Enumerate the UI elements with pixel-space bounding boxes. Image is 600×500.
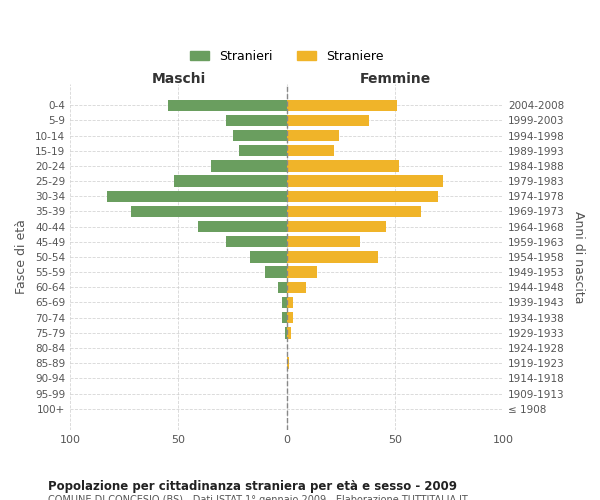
Bar <box>233 130 287 141</box>
Bar <box>198 221 287 232</box>
Bar <box>287 236 361 248</box>
Bar <box>174 176 287 187</box>
Bar <box>287 176 443 187</box>
Bar <box>287 327 291 338</box>
Text: Femmine: Femmine <box>359 72 431 86</box>
Bar <box>287 282 306 293</box>
Bar <box>287 312 293 324</box>
Text: Maschi: Maschi <box>151 72 206 86</box>
Bar <box>284 327 287 338</box>
Bar <box>287 130 339 141</box>
Bar <box>287 297 293 308</box>
Bar <box>287 252 378 262</box>
Text: Popolazione per cittadinanza straniera per età e sesso - 2009: Popolazione per cittadinanza straniera p… <box>48 480 457 493</box>
Bar <box>283 297 287 308</box>
Y-axis label: Anni di nascita: Anni di nascita <box>572 210 585 303</box>
Bar <box>287 100 397 111</box>
Bar <box>287 266 317 278</box>
Bar <box>226 236 287 248</box>
Legend: Stranieri, Straniere: Stranieri, Straniere <box>185 45 389 68</box>
Bar <box>283 312 287 324</box>
Bar <box>287 190 439 202</box>
Bar <box>287 221 386 232</box>
Bar <box>107 190 287 202</box>
Bar <box>250 252 287 262</box>
Y-axis label: Fasce di età: Fasce di età <box>15 220 28 294</box>
Bar <box>211 160 287 172</box>
Bar <box>167 100 287 111</box>
Bar <box>287 114 369 126</box>
Bar <box>287 160 400 172</box>
Text: COMUNE DI CONCESIO (BS) - Dati ISTAT 1° gennaio 2009 - Elaborazione TUTTITALIA.I: COMUNE DI CONCESIO (BS) - Dati ISTAT 1° … <box>48 495 468 500</box>
Bar <box>239 145 287 156</box>
Bar <box>287 206 421 217</box>
Bar <box>287 358 289 369</box>
Bar <box>265 266 287 278</box>
Bar <box>278 282 287 293</box>
Bar <box>226 114 287 126</box>
Bar <box>287 145 334 156</box>
Bar <box>131 206 287 217</box>
